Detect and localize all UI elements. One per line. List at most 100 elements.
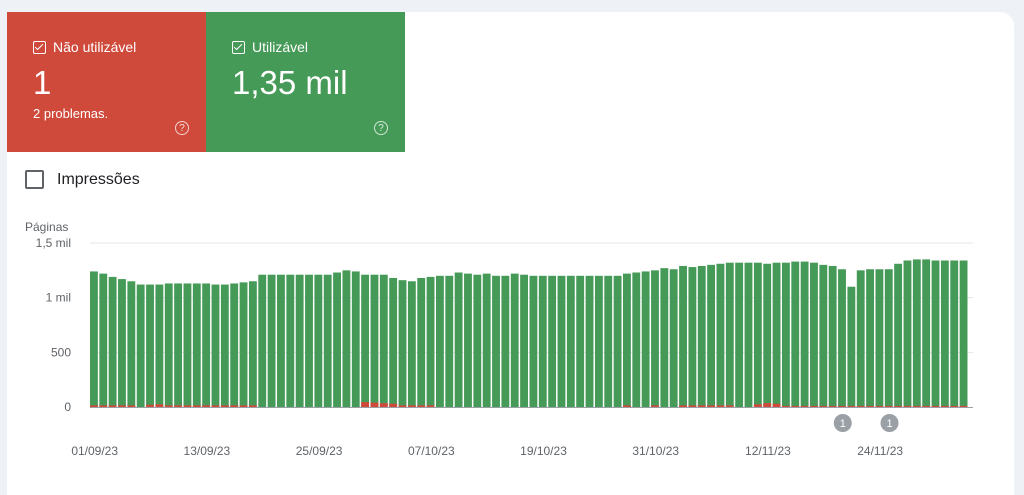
bar-usable (828, 265, 837, 407)
bar-not-usable (753, 404, 762, 407)
bar-usable (230, 283, 239, 407)
bar-usable (707, 264, 716, 407)
bar-not-usable (239, 405, 248, 407)
bar-not-usable (398, 405, 407, 407)
bar-usable (417, 277, 426, 407)
bar-not-usable (155, 404, 164, 407)
bar-usable (473, 274, 482, 407)
usable-label: Utilizável (252, 39, 309, 55)
bar-usable (389, 277, 398, 407)
bar-usable (884, 269, 893, 407)
bar-usable (155, 284, 164, 407)
bar-usable (323, 274, 332, 407)
bar-usable (604, 275, 613, 407)
bar-not-usable (623, 405, 631, 407)
bar-usable (164, 283, 173, 407)
bar-not-usable (894, 405, 903, 407)
bar-usable (903, 260, 912, 407)
bar-usable (632, 272, 641, 407)
bar-usable (202, 283, 211, 407)
bar-usable (791, 261, 800, 407)
bar-usable (351, 271, 360, 407)
bar-not-usable (192, 405, 201, 407)
bar-usable (922, 259, 931, 407)
bar-usable (697, 265, 706, 407)
unchecked-checkbox-icon[interactable] (25, 170, 44, 189)
checked-checkbox-icon[interactable] (33, 40, 46, 54)
bar-usable (295, 274, 304, 407)
bar-not-usable (791, 405, 800, 407)
bar-usable (398, 280, 407, 407)
bar-usable (239, 282, 248, 407)
bar-usable (931, 260, 940, 407)
bar-not-usable (959, 405, 968, 407)
not-usable-tile[interactable]: Não utilizável 1 2 problemas. ? (7, 12, 206, 152)
bar-not-usable (725, 405, 734, 407)
help-icon[interactable]: ? (175, 121, 189, 135)
y-tick-label: 0 (64, 400, 71, 414)
x-tick-label: 13/09/23 (184, 444, 231, 458)
bar-not-usable (912, 405, 921, 407)
bar-usable (894, 263, 903, 407)
checked-checkbox-icon[interactable] (232, 40, 245, 54)
bar-not-usable (931, 405, 940, 407)
annotation-marker[interactable]: 1 (833, 414, 852, 432)
bar-usable (136, 284, 145, 407)
usable-count: 1,35 mil (232, 64, 348, 101)
bar-usable (735, 262, 744, 407)
bar-not-usable (781, 405, 790, 407)
bar-not-usable (922, 405, 931, 407)
bar-not-usable (856, 405, 865, 407)
bar-not-usable (118, 405, 126, 407)
bar-not-usable (164, 405, 173, 407)
bar-usable (548, 275, 557, 407)
annotation-marker[interactable]: 1 (880, 414, 899, 432)
bar-usable (669, 269, 678, 407)
bar-usable (520, 274, 528, 407)
bar-usable (641, 271, 650, 407)
bar-usable (267, 274, 276, 407)
bar-usable (866, 269, 874, 407)
bar-not-usable (950, 405, 959, 407)
bar-usable (594, 275, 603, 407)
bar-usable (174, 283, 183, 407)
help-icon[interactable]: ? (374, 121, 388, 135)
impressions-toggle[interactable]: Impressões (25, 170, 140, 189)
bar-usable (510, 273, 519, 407)
bar-usable (585, 275, 594, 407)
bar-usable (482, 273, 491, 407)
pages-chart: Páginas 0 500 1 mil 1,5 mil 01/09/23 13/09/23 2… (25, 220, 973, 458)
bar-usable (679, 265, 687, 407)
bar-not-usable (99, 405, 108, 407)
bar-usable (277, 274, 285, 407)
bar-not-usable (763, 403, 772, 407)
bar-not-usable (688, 405, 697, 407)
bar-usable (772, 262, 781, 407)
bar-usable (781, 262, 790, 407)
not-usable-count: 1 (33, 64, 52, 101)
bar-not-usable (248, 405, 257, 407)
bar-usable (305, 274, 313, 407)
bar-usable (940, 260, 949, 407)
x-tick-label: 24/11/23 (857, 444, 903, 458)
bar-not-usable (679, 405, 687, 407)
bar-usable (127, 281, 136, 407)
bar-usable (211, 284, 220, 407)
bar-usable (379, 274, 388, 407)
bar-not-usable (108, 405, 117, 407)
bar-not-usable (426, 405, 435, 407)
x-tick-label: 19/10/23 (520, 444, 567, 458)
bar-usable (753, 262, 762, 407)
bar-usable (342, 270, 351, 407)
bar-not-usable (220, 405, 229, 407)
bar-not-usable (407, 405, 416, 407)
bar-usable (454, 272, 463, 407)
annotation-badge[interactable] (833, 414, 852, 432)
annotation-badge[interactable] (880, 414, 899, 432)
bar-not-usable (838, 405, 846, 407)
usable-tile[interactable]: Utilizável 1,35 mil ? (206, 12, 405, 152)
bar-usable (435, 275, 444, 407)
y-axis-title: Páginas (25, 220, 68, 234)
x-tick-label: 07/10/23 (408, 444, 455, 458)
bar-usable (716, 263, 725, 407)
